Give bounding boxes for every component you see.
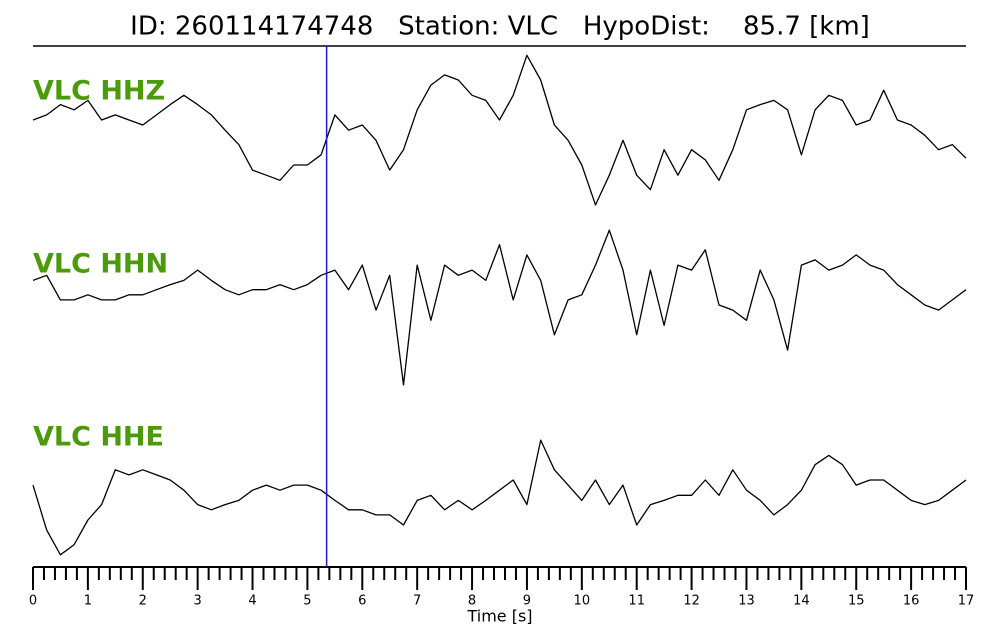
x-tick-label: 2 — [139, 594, 147, 609]
x-tick-label: 14 — [793, 594, 810, 609]
x-tick-label: 15 — [848, 594, 865, 609]
x-tick-label: 16 — [903, 594, 920, 609]
x-tick-label: 10 — [574, 594, 591, 609]
trace — [32, 439, 967, 556]
x-axis-label: Time [s] — [466, 607, 532, 626]
x-tick-label: 4 — [248, 594, 256, 609]
x-tick-label: 6 — [358, 594, 366, 609]
chart-title: ID: 260114174748 Station: VLC HypoDist: … — [130, 12, 870, 42]
x-tick-label: 7 — [413, 594, 421, 609]
x-tick-label: 3 — [194, 594, 202, 609]
x-tick-label: 0 — [29, 594, 37, 609]
trace — [32, 54, 967, 206]
trace-label: VLC HHN — [33, 249, 168, 280]
x-tick-label: 17 — [958, 594, 975, 609]
x-tick-label: 1 — [84, 594, 92, 609]
x-tick-label: 11 — [628, 594, 645, 609]
trace-label: VLC HHZ — [33, 76, 165, 107]
x-tick-label: 13 — [738, 594, 755, 609]
x-tick-label: 8 — [468, 594, 476, 609]
trace — [32, 229, 967, 386]
x-tick-label: 5 — [303, 594, 311, 609]
trace-label: VLC HHE — [33, 422, 164, 453]
x-tick-label: 12 — [683, 594, 700, 609]
x-tick-label: 9 — [523, 594, 531, 609]
